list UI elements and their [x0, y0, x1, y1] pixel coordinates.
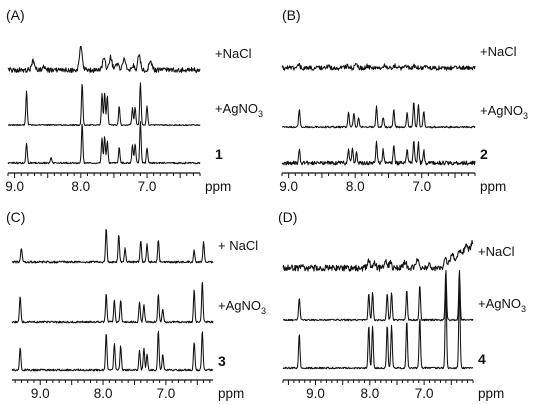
spectrum-trace — [281, 102, 476, 129]
spectrum-trace — [282, 269, 474, 322]
x-tick-label: 8.0 — [346, 179, 365, 194]
spectrum-trace — [11, 228, 214, 264]
trace-label: +AgNO3 — [218, 298, 266, 316]
x-tick-label: 7.0 — [415, 386, 434, 401]
trace-label: +NaCl — [215, 46, 252, 61]
spectrum-trace — [7, 82, 201, 127]
spectrum-trace — [281, 62, 476, 71]
panel-label: (A) — [6, 7, 25, 23]
compound-label: 2 — [480, 146, 488, 162]
x-tick-label: 9.0 — [5, 179, 24, 194]
compound-label: 4 — [478, 351, 486, 367]
subscript: 3 — [261, 306, 266, 316]
spectrum-trace — [282, 283, 474, 370]
x-tick-label: 8.0 — [71, 179, 90, 194]
panel-label: (C) — [6, 209, 25, 225]
subscript: 3 — [258, 109, 263, 119]
trace-label: +NaCl — [478, 244, 515, 259]
x-axis-unit: ppm — [480, 179, 506, 194]
compound-label: 3 — [218, 353, 226, 369]
x-axis-unit: ppm — [205, 179, 231, 194]
trace-label: +NaCl — [480, 44, 517, 59]
subscript: 3 — [523, 111, 528, 121]
trace-label: +AgNO3 — [478, 296, 526, 314]
x-tick-label: 8.0 — [94, 386, 113, 401]
spectrum-trace — [282, 239, 474, 272]
trace-label: + NaCl — [218, 238, 258, 253]
x-axis-unit: ppm — [218, 386, 244, 401]
compound-label: 1 — [215, 146, 223, 162]
trace-label: +AgNO3 — [480, 103, 528, 121]
x-tick-label: 9.0 — [306, 386, 325, 401]
spectrum-trace — [7, 45, 201, 74]
spectrum-trace — [11, 330, 214, 372]
trace-label: +AgNO3 — [215, 101, 263, 119]
x-tick-label: 7.0 — [412, 179, 431, 194]
spectrum-trace — [281, 140, 476, 166]
x-axis-unit: ppm — [478, 386, 504, 401]
subscript: 3 — [521, 304, 526, 314]
panel-label: (D) — [278, 209, 297, 225]
x-tick-label: 7.0 — [138, 179, 157, 194]
x-tick-label: 9.0 — [279, 179, 298, 194]
spectrum-trace — [7, 121, 201, 165]
panel-label: (B) — [282, 7, 301, 23]
x-tick-label: 9.0 — [31, 386, 50, 401]
x-tick-label: 7.0 — [157, 386, 176, 401]
x-tick-label: 8.0 — [360, 386, 379, 401]
spectrum-trace — [11, 281, 214, 324]
